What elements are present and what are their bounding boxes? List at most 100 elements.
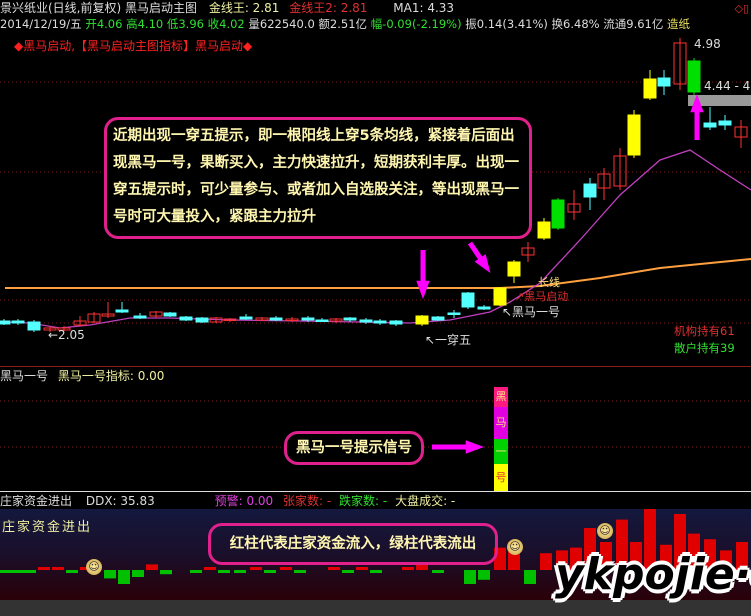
outflow-bar (464, 570, 476, 584)
inflow-bar (720, 550, 732, 570)
candle (179, 316, 193, 321)
heima-signal-bar[interactable]: 黑 马 一 号 (494, 387, 508, 491)
candle (101, 313, 115, 317)
yichuanwu-label: ↖一穿五 (425, 333, 472, 347)
outflow-bar (234, 570, 246, 573)
candle (627, 114, 641, 156)
changxian-label: 长线 (538, 276, 560, 289)
outflow-bar (478, 570, 490, 580)
price-highlight-bar (688, 95, 751, 106)
inflow-bar (556, 550, 568, 570)
inflow-bar (660, 544, 672, 570)
inflow-bar (584, 528, 596, 570)
inflow-bar (250, 567, 262, 570)
panel2-indicator: 黑马一号指标: 0.00 (57, 369, 165, 383)
inflow-bar (328, 567, 340, 570)
outflow-bar (264, 570, 276, 573)
outflow-bar (294, 570, 306, 573)
candle (687, 60, 701, 93)
market-volume: 大盘成交: - (395, 494, 456, 508)
outflow-bar (432, 570, 444, 573)
candle (373, 320, 387, 324)
smiley-icon: ☺ (86, 559, 102, 575)
indicator-title: ◆黑马启动,【黑马启动主图指标】黑马启动◆ (14, 39, 253, 53)
candle (447, 312, 461, 315)
candle (43, 327, 57, 331)
candle (673, 42, 687, 85)
candle (301, 317, 315, 321)
panel2-name: 黑马一号 (0, 369, 49, 383)
candle (133, 315, 147, 319)
candle (493, 287, 507, 306)
candle (537, 221, 551, 239)
candle (583, 183, 597, 198)
date: 2014/12/19/五 (0, 17, 82, 31)
candle (329, 318, 343, 322)
retail-holding: 散户持有39 (674, 341, 735, 355)
candle (87, 313, 101, 323)
candle (703, 122, 717, 128)
low-price: 低3.96 (166, 17, 204, 31)
down-count: 跌家数: - (339, 494, 388, 508)
inflow-bar (204, 567, 216, 570)
inflow-bar (540, 553, 552, 570)
candle (255, 317, 269, 321)
candle (521, 247, 535, 256)
high-price: 高4.10 (126, 17, 164, 31)
fund-flow-bars (0, 509, 748, 584)
arrow-diag-icon-head (474, 254, 491, 273)
candle (359, 319, 373, 323)
ddx-value: DDX: 35.83 (85, 494, 155, 508)
candlestick-chart[interactable] (0, 0, 751, 600)
status-bar (0, 600, 751, 616)
inflow-bar (644, 509, 656, 570)
institution-holding: 机构持有61 (674, 324, 735, 338)
candle (343, 317, 357, 321)
fund-flow-label: 庄家资金进出 (2, 520, 93, 535)
candle (431, 316, 445, 321)
signal-annotation: 黑马一号提示信号 (284, 431, 424, 465)
candle (11, 320, 25, 324)
inflow-bar (600, 542, 612, 570)
heima-yihao-label: ↖黑马一号 (502, 305, 561, 319)
outflow-bar (104, 570, 116, 579)
outflow-bar (12, 570, 24, 573)
change: 幅-0.09(-2.19%) (370, 17, 462, 31)
inflow-bar (356, 567, 368, 570)
panel-divider (0, 366, 751, 367)
up-count: 张家数: - (283, 494, 332, 508)
candle (477, 306, 491, 310)
outflow-bar (370, 570, 382, 573)
candle (461, 292, 475, 308)
ma-line (0, 149, 751, 329)
candle (223, 318, 237, 321)
watermark: ykpojie·com (555, 549, 751, 600)
candle (613, 155, 627, 187)
outflow-bar (342, 570, 354, 573)
candle (195, 317, 209, 323)
candle (57, 327, 71, 331)
outflow-bar (132, 570, 144, 577)
candle (0, 320, 11, 325)
current-price-label: 4.44 - 4.3 (704, 79, 751, 93)
high-price-label: 4.98 (694, 37, 721, 51)
window-controls-icon[interactable]: ◇▯ (734, 2, 749, 15)
candle (239, 316, 253, 320)
candle (73, 320, 87, 326)
inflow-bar (736, 542, 748, 570)
candle (115, 309, 129, 313)
candle (657, 77, 671, 87)
candle (597, 173, 611, 189)
candle (551, 199, 565, 229)
smiley-icon: ☺ (507, 539, 523, 555)
inflow-bar (52, 567, 64, 570)
candle (415, 315, 429, 325)
inflow-bar (704, 539, 716, 570)
candle (734, 126, 748, 138)
volume: 量622540.0 (248, 17, 315, 31)
sector[interactable]: 造纸 (667, 17, 691, 31)
jxw2-value: 金线王2: 2.81 (289, 1, 368, 15)
smiley-icon: ☺ (597, 523, 613, 539)
inflow-bar (280, 567, 292, 570)
